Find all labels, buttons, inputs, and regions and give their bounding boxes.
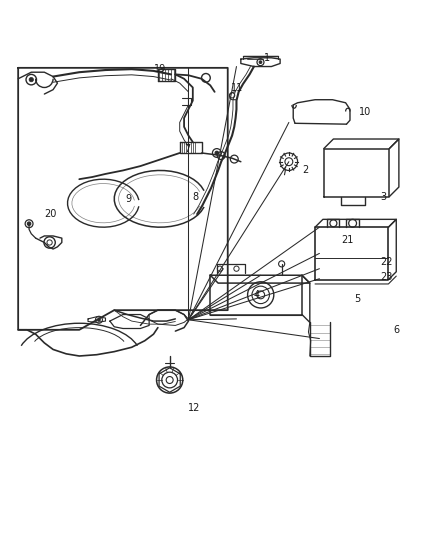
Text: 7: 7: [184, 143, 191, 154]
Circle shape: [215, 151, 219, 155]
Text: 4: 4: [254, 290, 260, 300]
Text: 11: 11: [231, 83, 244, 93]
Text: 22: 22: [381, 257, 393, 267]
Text: 3: 3: [381, 192, 387, 201]
Circle shape: [29, 77, 33, 82]
Text: 19: 19: [153, 64, 166, 74]
Text: 20: 20: [44, 209, 57, 219]
Text: 12: 12: [188, 403, 201, 414]
Circle shape: [98, 318, 100, 321]
Text: 23: 23: [381, 272, 393, 282]
Text: 5: 5: [354, 294, 360, 304]
Text: 9: 9: [125, 194, 131, 204]
Circle shape: [27, 222, 31, 225]
Text: 2: 2: [302, 165, 308, 175]
Text: 6: 6: [394, 325, 400, 335]
Circle shape: [259, 61, 262, 63]
Text: 21: 21: [341, 235, 353, 245]
Text: 1: 1: [264, 53, 270, 63]
Text: 10: 10: [359, 107, 371, 117]
Text: 8: 8: [193, 192, 199, 201]
